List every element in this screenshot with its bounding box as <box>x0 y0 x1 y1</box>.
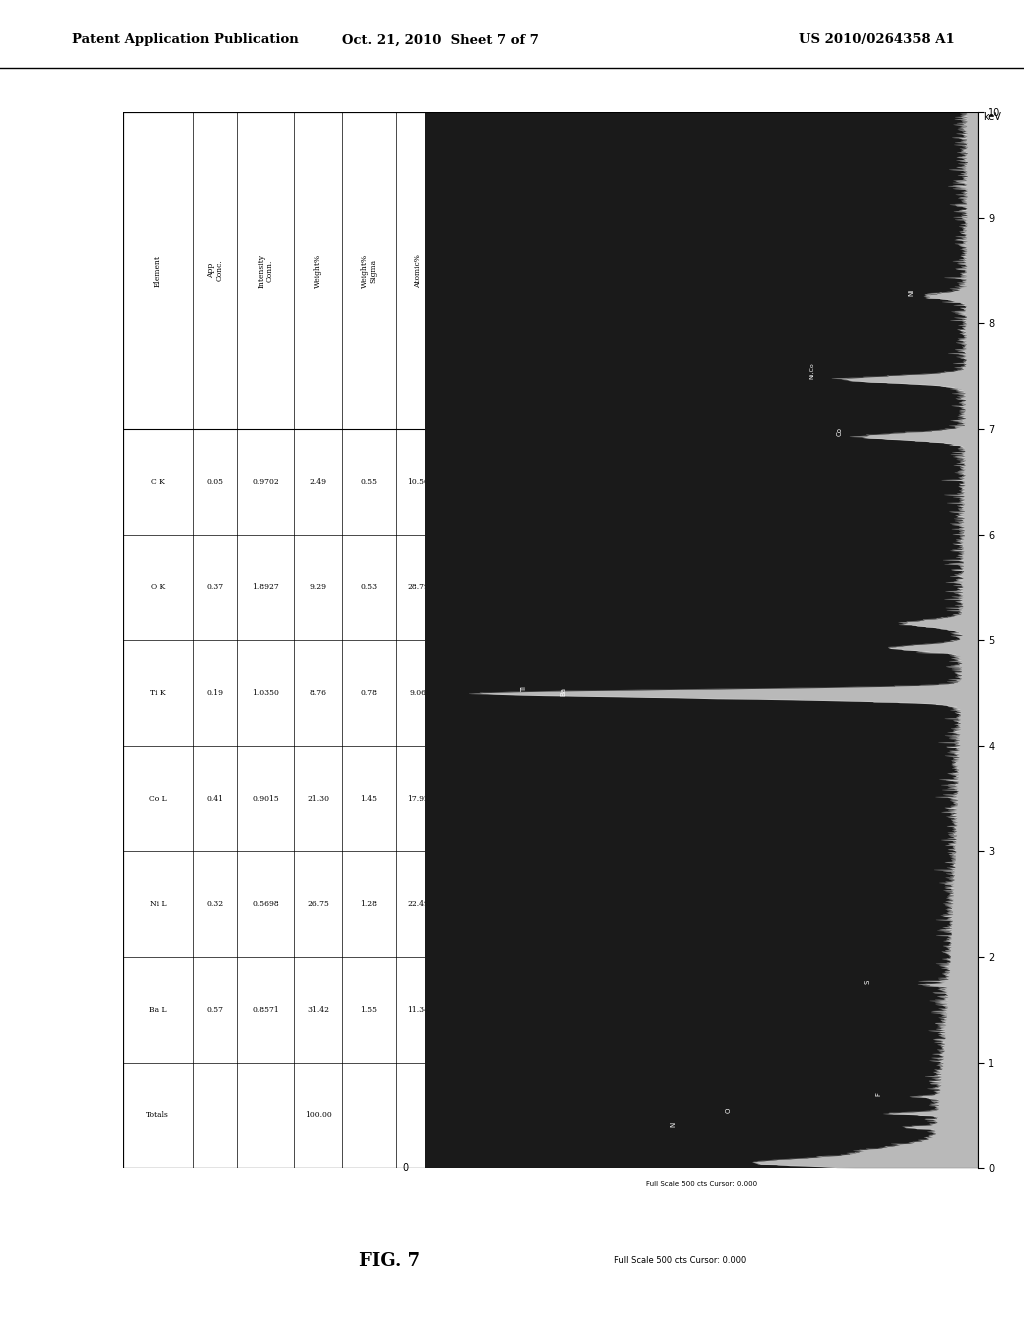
Text: 0.5698: 0.5698 <box>252 900 280 908</box>
Text: 17.92: 17.92 <box>408 795 429 803</box>
Text: 0.37: 0.37 <box>207 583 223 591</box>
Text: 1.8927: 1.8927 <box>252 583 280 591</box>
Text: 0.41: 0.41 <box>207 795 223 803</box>
Text: 1.55: 1.55 <box>360 1006 378 1014</box>
Text: Co: Co <box>837 428 843 437</box>
Text: Oct. 21, 2010  Sheet 7 of 7: Oct. 21, 2010 Sheet 7 of 7 <box>342 33 539 46</box>
Text: Full Scale 500 cts Cursor: 0.000: Full Scale 500 cts Cursor: 0.000 <box>646 1181 757 1188</box>
Text: 11.34: 11.34 <box>408 1006 429 1014</box>
Text: Weight%: Weight% <box>314 253 323 288</box>
Text: Ba L: Ba L <box>150 1006 167 1014</box>
Text: 9.06: 9.06 <box>410 689 427 697</box>
Text: keV: keV <box>983 112 1001 123</box>
Text: 1.0350: 1.0350 <box>252 689 280 697</box>
Text: Ni L: Ni L <box>150 900 166 908</box>
Text: 9.29: 9.29 <box>309 583 327 591</box>
Text: 1.45: 1.45 <box>360 795 378 803</box>
Text: FIG. 7: FIG. 7 <box>358 1251 420 1270</box>
Text: 100.00: 100.00 <box>305 1111 332 1119</box>
Text: Ni: Ni <box>908 289 914 296</box>
Text: C K: C K <box>151 478 165 486</box>
Text: 2.49: 2.49 <box>309 478 327 486</box>
Text: 0: 0 <box>402 1163 409 1173</box>
Text: Full Scale 500 cts Cursor: 0.000: Full Scale 500 cts Cursor: 0.000 <box>614 1257 746 1265</box>
Text: 22.49: 22.49 <box>408 900 429 908</box>
Text: 21.30: 21.30 <box>307 795 329 803</box>
Text: O K: O K <box>151 583 165 591</box>
Text: 0.32: 0.32 <box>207 900 223 908</box>
Text: Atomic%: Atomic% <box>414 253 422 288</box>
Text: 0.8571: 0.8571 <box>252 1006 280 1014</box>
Text: Intensity
Conn.: Intensity Conn. <box>257 253 274 288</box>
Text: Ti: Ti <box>521 686 527 692</box>
Text: 31.42: 31.42 <box>307 1006 329 1014</box>
Text: App
Conc.: App Conc. <box>207 260 223 281</box>
Text: O: O <box>726 1107 732 1113</box>
Text: 0.05: 0.05 <box>207 478 223 486</box>
Text: N: N <box>671 1122 677 1127</box>
Text: 0.57: 0.57 <box>207 1006 223 1014</box>
Text: Co L: Co L <box>148 795 167 803</box>
Text: F: F <box>876 1093 882 1097</box>
Text: 0.9015: 0.9015 <box>252 795 280 803</box>
Text: 8.76: 8.76 <box>309 689 327 697</box>
Text: Totals: Totals <box>146 1111 169 1119</box>
Text: 26.75: 26.75 <box>307 900 329 908</box>
Text: 0.55: 0.55 <box>360 478 378 486</box>
Text: 1.28: 1.28 <box>360 900 378 908</box>
Text: Ba: Ba <box>560 688 566 696</box>
Text: Element: Element <box>154 255 162 286</box>
Text: 0.53: 0.53 <box>360 583 378 591</box>
Text: 28.79: 28.79 <box>408 583 429 591</box>
Text: Ni,Co: Ni,Co <box>810 363 814 379</box>
Text: Weight%
Sigma: Weight% Sigma <box>360 253 377 288</box>
Text: 10.50: 10.50 <box>408 478 429 486</box>
Text: US 2010/0264358 A1: US 2010/0264358 A1 <box>799 33 954 46</box>
Text: Ti K: Ti K <box>150 689 166 697</box>
Text: 0.19: 0.19 <box>207 689 223 697</box>
Text: S: S <box>864 979 870 985</box>
Text: 0.78: 0.78 <box>360 689 378 697</box>
Text: 0.9702: 0.9702 <box>252 478 280 486</box>
Text: Patent Application Publication: Patent Application Publication <box>72 33 298 46</box>
